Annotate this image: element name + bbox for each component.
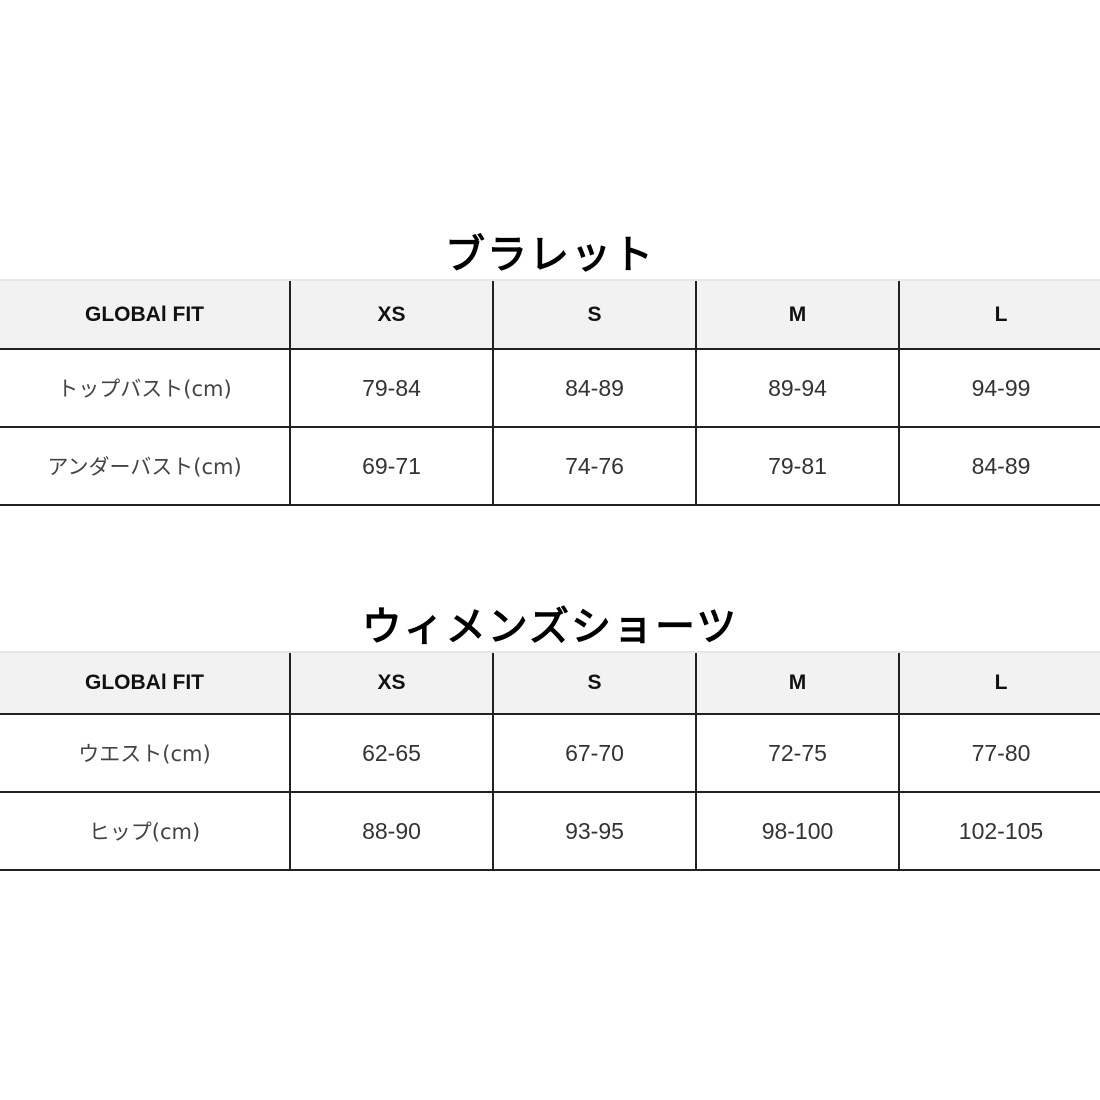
cell: 67-70 <box>492 713 696 792</box>
header-s: S <box>492 651 696 714</box>
header-xs: XS <box>289 651 493 714</box>
cell: 84-89 <box>898 426 1100 506</box>
header-global-fit: GLOBAl FIT <box>0 651 290 714</box>
header-global-fit: GLOBAl FIT <box>0 279 290 349</box>
cell: 77-80 <box>898 713 1100 792</box>
header-row: GLOBAl FIT XS S M L <box>0 279 1100 349</box>
cell: 88-90 <box>289 791 493 871</box>
row-label: トップバスト(cm) <box>0 348 290 427</box>
header-l: L <box>898 651 1100 714</box>
table-row: ヒップ(cm) 88-90 93-95 98-100 102-105 <box>0 791 1100 871</box>
row-label: ウエスト(cm) <box>0 713 290 792</box>
table-row: アンダーバスト(cm) 69-71 74-76 79-81 84-89 <box>0 426 1100 506</box>
cell: 79-81 <box>695 426 899 506</box>
table-row: トップバスト(cm) 79-84 84-89 89-94 94-99 <box>0 348 1100 427</box>
header-row: GLOBAl FIT XS S M L <box>0 651 1100 714</box>
cell: 98-100 <box>695 791 899 871</box>
cell: 89-94 <box>695 348 899 427</box>
header-l: L <box>898 279 1100 349</box>
cell: 69-71 <box>289 426 493 506</box>
cell: 72-75 <box>695 713 899 792</box>
row-label: ヒップ(cm) <box>0 791 290 871</box>
header-m: M <box>695 651 899 714</box>
header-xs: XS <box>289 279 493 349</box>
cell: 84-89 <box>492 348 696 427</box>
womens-shorts-size-table: GLOBAl FIT XS S M L ウエスト(cm) 62-65 67-70… <box>0 651 1100 871</box>
cell: 62-65 <box>289 713 493 792</box>
header-s: S <box>492 279 696 349</box>
header-m: M <box>695 279 899 349</box>
cell: 79-84 <box>289 348 493 427</box>
cell: 94-99 <box>898 348 1100 427</box>
bralette-title: ブラレット <box>445 232 655 278</box>
cell: 102-105 <box>898 791 1100 871</box>
table-row: ウエスト(cm) 62-65 67-70 72-75 77-80 <box>0 713 1100 792</box>
womens-shorts-title: ウィメンズショーツ <box>361 604 739 650</box>
row-label: アンダーバスト(cm) <box>0 426 290 506</box>
bralette-size-table: GLOBAl FIT XS S M L トップバスト(cm) 79-84 84-… <box>0 279 1100 506</box>
cell: 74-76 <box>492 426 696 506</box>
cell: 93-95 <box>492 791 696 871</box>
